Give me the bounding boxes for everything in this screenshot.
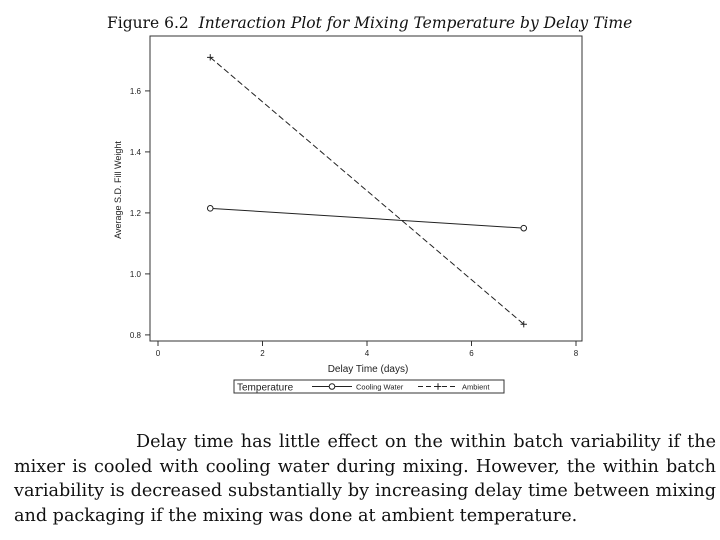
series-line	[209, 56, 525, 325]
x-tick-label: 0	[156, 349, 161, 358]
y-tick-label: 1.4	[130, 148, 142, 157]
legend-marker	[434, 383, 442, 390]
x-tick-label: 4	[365, 349, 370, 358]
figure-number: Figure 6.2	[107, 14, 189, 32]
x-axis: 0 2 4 6 8	[156, 341, 579, 358]
legend-entry: Ambient	[462, 383, 490, 392]
data-point	[520, 224, 528, 232]
data-point	[206, 205, 214, 212]
legend-entry: Cooling Water	[356, 383, 404, 392]
data-point	[520, 321, 527, 328]
legend-box	[233, 379, 505, 394]
paragraph-text: Delay time has little effect on the with…	[14, 432, 716, 526]
figure-title: Interaction Plot for Mixing Temperature …	[198, 14, 633, 32]
series-cooling-water	[206, 205, 528, 232]
series-line	[210, 207, 524, 229]
y-tick-label: 1.6	[130, 87, 142, 96]
y-axis: 0.8 1.0 1.2 1.4 1.6	[130, 87, 150, 340]
y-tick-label: 0.8	[130, 331, 142, 340]
y-tick-label: 1.0	[130, 270, 142, 279]
body-paragraph: Delay time has little effect on the with…	[14, 430, 716, 528]
x-axis-label: Delay Time (days)	[328, 364, 409, 375]
legend-items: Cooling Water Ambient	[312, 383, 490, 392]
x-tick-label: 2	[260, 349, 265, 358]
plot-frame	[149, 35, 583, 342]
legend: Temperature Cooling Water Ambient	[233, 379, 505, 394]
legend-title: Temperature	[237, 383, 294, 394]
series-layer	[206, 54, 528, 328]
x-tick-label: 8	[574, 349, 579, 358]
x-tick-label: 6	[469, 349, 474, 358]
y-tick-label: 1.2	[130, 209, 142, 218]
figure-caption: Figure 6.2 Interaction Plot for Mixing T…	[107, 14, 707, 32]
series-ambient	[207, 54, 527, 328]
legend-marker	[328, 383, 336, 390]
y-axis-label: Average S.D. Fill Weight	[113, 141, 123, 239]
data-point	[207, 54, 214, 61]
